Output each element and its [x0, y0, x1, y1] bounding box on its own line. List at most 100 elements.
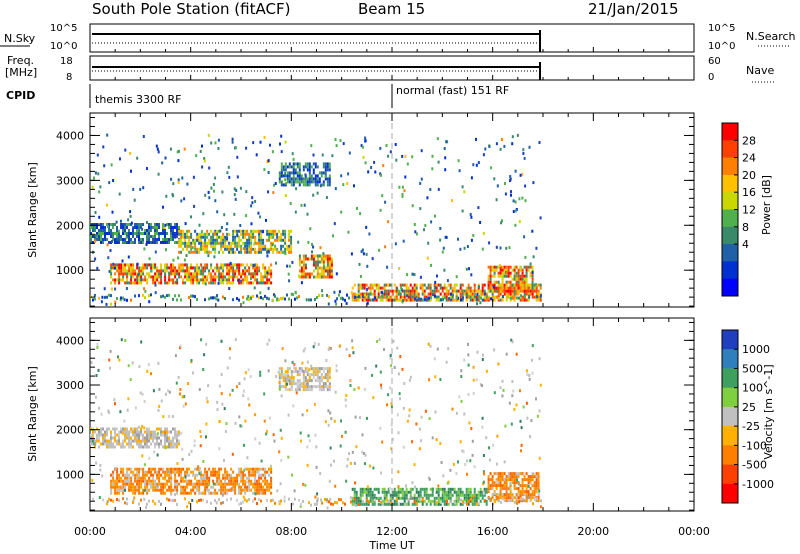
range-cell	[160, 482, 163, 486]
range-cell	[266, 470, 269, 474]
range-cell	[246, 485, 249, 489]
range-cell	[462, 296, 464, 300]
range-cell	[132, 482, 135, 486]
range-cell	[333, 459, 335, 463]
range-cell	[136, 427, 138, 431]
range-cell	[467, 490, 470, 494]
range-cell	[455, 472, 458, 475]
range-cell	[217, 298, 220, 302]
range-cell	[426, 297, 428, 301]
range-cell	[415, 496, 418, 500]
range-cell	[459, 286, 462, 290]
range-cell	[474, 293, 476, 296]
range-cell	[142, 232, 144, 235]
range-cell	[534, 498, 536, 501]
range-cell	[531, 478, 534, 482]
range-cell	[232, 485, 235, 489]
range-cell	[216, 238, 219, 242]
range-cell	[493, 298, 496, 302]
range-cell	[282, 373, 285, 377]
range-cell	[106, 427, 108, 431]
range-cell	[194, 272, 197, 276]
freq-tick-bottom: 8	[66, 72, 72, 83]
range-cell	[533, 493, 536, 497]
colorbar-tick-label: 20	[742, 169, 756, 182]
range-cell	[203, 157, 206, 160]
range-cell	[523, 280, 526, 284]
range-cell	[324, 254, 327, 258]
range-cell	[349, 461, 352, 465]
range-cell	[152, 499, 154, 503]
range-cell	[116, 498, 118, 501]
range-cell	[194, 247, 197, 251]
range-cell	[120, 338, 123, 342]
range-cell	[154, 482, 157, 486]
range-cell	[421, 286, 424, 290]
range-cell	[264, 275, 267, 279]
range-cell	[246, 241, 249, 245]
range-cell	[455, 289, 458, 293]
range-cell	[116, 479, 119, 483]
range-cell	[457, 493, 460, 497]
range-cell	[170, 223, 172, 226]
range-cell	[126, 298, 128, 302]
range-cell	[409, 292, 412, 296]
range-cell	[258, 232, 261, 236]
range-cell	[477, 496, 480, 500]
range-cell	[296, 180, 299, 184]
colorbar-swatch	[722, 278, 738, 297]
range-cell	[473, 490, 476, 494]
range-cell	[298, 382, 301, 386]
range-cell	[118, 238, 120, 241]
range-cell	[497, 274, 500, 278]
range-cell	[391, 289, 394, 293]
range-cell	[481, 286, 484, 290]
range-cell	[455, 490, 458, 494]
range-cell	[423, 295, 426, 299]
range-cell	[517, 274, 520, 278]
range-cell	[493, 472, 496, 476]
range-cell	[176, 436, 178, 440]
range-cell	[447, 283, 450, 287]
range-cell	[439, 227, 442, 230]
range-cell	[104, 235, 106, 238]
range-cell	[284, 165, 287, 169]
range-cell	[202, 247, 205, 251]
range-cell	[306, 272, 309, 276]
range-cell	[247, 368, 250, 372]
range-cell	[270, 491, 273, 495]
range-cell	[132, 272, 135, 276]
range-cell	[468, 295, 470, 299]
range-cell	[152, 436, 154, 440]
range-cell	[539, 383, 542, 387]
range-cell	[401, 185, 404, 189]
range-cell	[160, 488, 163, 492]
range-cell	[119, 410, 122, 414]
range-cell	[268, 488, 271, 492]
range-cell	[127, 218, 130, 222]
range-cell	[427, 286, 430, 290]
range-cell	[381, 292, 384, 296]
range-cell	[134, 238, 136, 241]
range-cell	[182, 266, 185, 270]
range-cell	[91, 185, 94, 189]
range-cell	[200, 244, 203, 248]
range-cell	[126, 272, 129, 276]
range-cell	[445, 360, 448, 364]
range-cell	[359, 283, 362, 287]
range-cell	[192, 294, 194, 298]
range-cell	[339, 344, 341, 348]
range-cell	[136, 467, 139, 471]
range-cell	[391, 496, 394, 500]
range-cell	[258, 281, 261, 285]
range-cell	[498, 499, 500, 503]
range-cell	[407, 499, 410, 503]
range-cell	[168, 442, 170, 446]
range-cell	[341, 434, 343, 438]
range-cell	[397, 470, 400, 474]
range-cell	[168, 223, 170, 226]
range-cell	[174, 498, 176, 502]
range-cell	[449, 295, 452, 299]
range-cell	[262, 247, 265, 251]
range-cell	[385, 502, 388, 506]
